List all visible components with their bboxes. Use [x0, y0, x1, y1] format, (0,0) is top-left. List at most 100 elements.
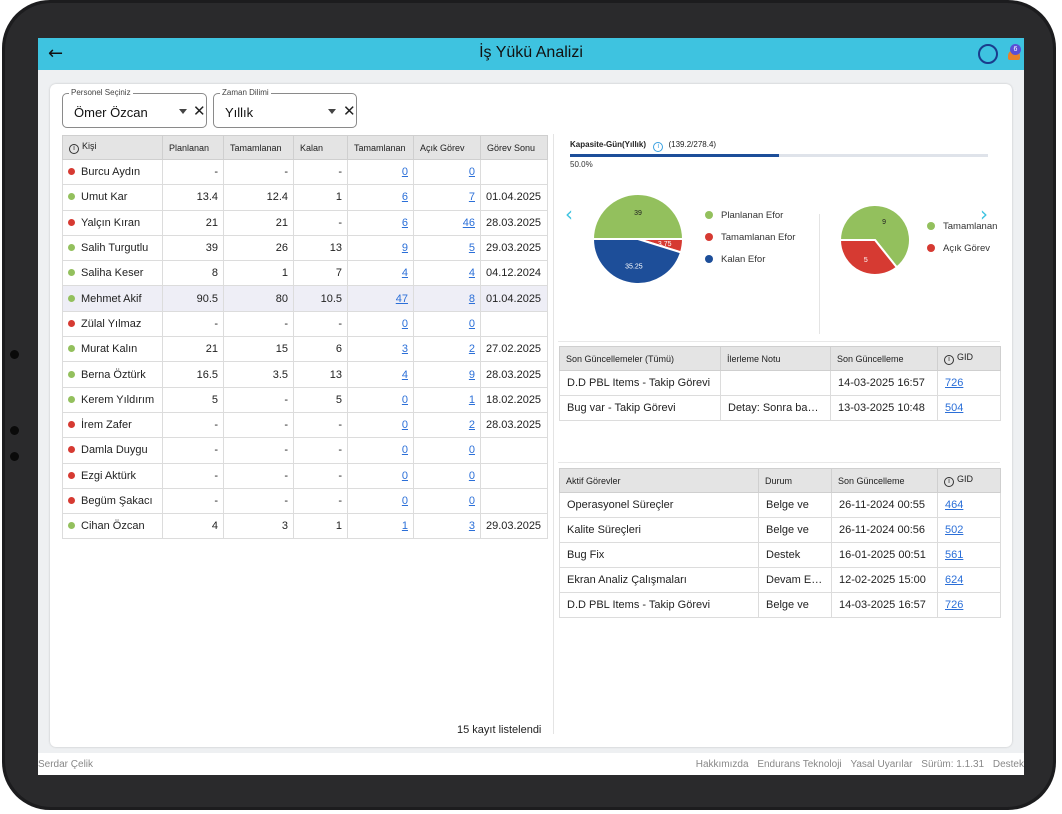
open-tasks-link[interactable]: 0 [413, 487, 481, 515]
open-tasks-link[interactable]: 46 [413, 209, 481, 236]
back-arrow-icon[interactable]: ← [48, 43, 64, 64]
table-row[interactable]: Zülal Yılmaz - - -0 0 [62, 310, 548, 338]
col-header-durum[interactable]: Durum [758, 468, 832, 493]
done-tasks-link[interactable]: 6 [347, 209, 414, 236]
info-icon[interactable]: i [653, 142, 664, 152]
table-row[interactable]: Murat Kalın 21 15 6 3 2 27.02.2025 [62, 336, 548, 363]
task-pie-slice[interactable] [838, 239, 899, 276]
table-row[interactable]: Bug var - Takip Görevi Detay: Sonra başla… [559, 395, 1001, 421]
left-cell: 6 [293, 336, 348, 363]
col-header-ilerleme-notu[interactable]: İlerleme Notu [720, 346, 831, 371]
table-row[interactable]: Mehmet Akif 90.5 80 10.5 47 8 01.04.2025 [62, 285, 548, 312]
open-tasks-link[interactable]: 1 [413, 386, 481, 413]
col-header-gid[interactable]: i GID [937, 346, 1001, 371]
table-row[interactable]: Yalçın Kıran 21 21-6 46 28.03.2025 [62, 209, 548, 236]
open-tasks-link[interactable]: 2 [413, 336, 481, 363]
gid-link[interactable]: 726 [937, 592, 1001, 618]
open-tasks-link[interactable]: 2 [413, 411, 481, 439]
col-header-son-guncelleme[interactable]: Son Güncelleme [830, 346, 938, 371]
chevron-down-icon[interactable] [179, 109, 187, 114]
clear-icon[interactable]: ✕ [343, 102, 356, 120]
table-row[interactable]: Damla Duygu - - -0 0 [62, 437, 548, 464]
open-tasks-link[interactable]: 8 [413, 285, 481, 312]
gid-link[interactable]: 561 [937, 542, 1001, 568]
open-tasks-link[interactable]: 9 [413, 361, 481, 388]
effort-pie-slice[interactable] [591, 238, 683, 285]
open-tasks-link[interactable]: 3 [413, 513, 481, 540]
table-row[interactable]: Operasyonel Süreçler Belge ve 26-11-2024 0… [559, 492, 1001, 518]
open-tasks-link[interactable]: 0 [413, 158, 481, 186]
open-tasks-link[interactable]: 7 [413, 184, 481, 211]
table-row[interactable]: Burcu Aydın - - -0 0 [62, 158, 548, 186]
end-date-cell: 01.04.2025 [480, 184, 548, 211]
gid-link[interactable]: 504 [937, 395, 1001, 421]
personel-select[interactable]: Personel Seçiniz Ömer Özcan ✕ [62, 88, 207, 128]
done-tasks-link[interactable]: 0 [347, 158, 414, 186]
done-tasks-link[interactable]: 4 [347, 361, 414, 388]
table-row[interactable]: Umut Kar 13.4 12.4 1 6 7 01.04.2025 [62, 184, 548, 211]
col-header-gid[interactable]: i GID [937, 468, 1001, 493]
open-tasks-link[interactable]: 0 [413, 462, 481, 489]
done-tasks-link[interactable]: 4 [347, 260, 414, 287]
gauge-icon[interactable] [978, 44, 998, 64]
table-row[interactable]: D.D PBL Items - Takip Görevi Belge ve 14-0… [559, 592, 1001, 618]
col-header-gorev-sonu[interactable]: Görev Sonu [480, 135, 548, 160]
gid-link[interactable]: 464 [937, 492, 1001, 518]
col-header-kalan[interactable]: Kalan [293, 135, 348, 160]
left-cell: - [293, 411, 348, 439]
table-row[interactable]: Ekran Analiz Çalışmaları Devam Ediyor 12-0… [559, 567, 1001, 593]
col-header-tamamlanan[interactable]: Tamamlanan [223, 135, 294, 160]
effort-pie-slice[interactable] [591, 193, 685, 240]
done-tasks-link[interactable]: 6 [347, 184, 414, 211]
chevron-left-icon[interactable]: ‹ [565, 202, 573, 226]
done-tasks-link[interactable]: 0 [347, 386, 414, 413]
table-row[interactable]: Saliha Keser 8 1 7 4 4 04.12.2024 [62, 260, 548, 287]
footer-link-endurans[interactable]: Endurans Teknoloji [757, 759, 842, 770]
status-dot-icon [68, 244, 75, 252]
table-row[interactable]: Bug Fix Destek 16-01-2025 00:51 561 [559, 542, 1001, 568]
done-tasks-link[interactable]: 9 [347, 234, 414, 262]
done-tasks-link[interactable]: 3 [347, 336, 414, 363]
clear-icon[interactable]: ✕ [193, 102, 206, 120]
col-header-aktif-gorevler[interactable]: Aktif Görevler [559, 468, 759, 493]
task-pie-slice[interactable] [838, 204, 911, 269]
open-tasks-link[interactable]: 5 [413, 234, 481, 262]
col-header-planlanan[interactable]: Planlanan [162, 135, 224, 160]
chevron-right-icon[interactable]: › [980, 202, 988, 226]
done-tasks-link[interactable]: 0 [347, 487, 414, 515]
footer-link-hakkimizda[interactable]: Hakkımızda [695, 759, 749, 770]
effort-pie-legend: Planlanan Efor Tamamlanan Efor Kalan Efo… [705, 209, 795, 275]
open-tasks-link[interactable]: 0 [413, 437, 481, 464]
bell-body [1008, 50, 1020, 60]
col-header-kisi[interactable]: i Kişi [62, 135, 163, 160]
gid-link[interactable]: 726 [937, 370, 1001, 396]
table-row[interactable]: Begüm Şakacı - - -0 0 [62, 487, 548, 515]
table-row[interactable]: İrem Zafer - - -0 2 28.03.2025 [62, 411, 548, 439]
footer-link-destek[interactable]: Destek [992, 759, 1024, 770]
open-tasks-link[interactable]: 0 [413, 310, 481, 338]
done-tasks-link[interactable]: 0 [347, 310, 414, 338]
col-header-son-guncelleme[interactable]: Son Güncelleme [831, 468, 938, 493]
gid-link[interactable]: 624 [937, 567, 1001, 593]
table-row[interactable]: Ezgi Aktürk - - -0 0 [62, 462, 548, 489]
table-row[interactable]: Cihan Özcan 4 3 1 1 3 29.03.2025 [62, 513, 548, 540]
col-header-son-guncellemeler[interactable]: Son Güncellemeler (Tümü) [559, 346, 721, 371]
notification-bell-icon[interactable]: 6 [1006, 44, 1022, 62]
table-row[interactable]: Berna Öztürk 16.5 3.5 13 4 9 28.03.2025 [62, 361, 548, 388]
done-tasks-link[interactable]: 0 [347, 437, 414, 464]
col-header-acik-gorev[interactable]: Açık Görev [413, 135, 481, 160]
table-row[interactable]: D.D PBL Items - Takip Görevi 14-03-2025 1… [559, 370, 1001, 396]
chevron-down-icon[interactable] [328, 109, 336, 114]
done-tasks-link[interactable]: 0 [347, 411, 414, 439]
gid-link[interactable]: 502 [937, 517, 1001, 543]
done-tasks-link[interactable]: 0 [347, 462, 414, 489]
table-row[interactable]: Kerem Yıldırım 5-5 0 1 18.02.2025 [62, 386, 548, 413]
done-tasks-link[interactable]: 47 [347, 285, 414, 312]
table-row[interactable]: Kalite Süreçleri Belge ve 26-11-2024 00:56… [559, 517, 1001, 543]
table-row[interactable]: Salih Turgutlu 39 26 13 9 5 29.03.2025 [62, 234, 548, 262]
done-tasks-link[interactable]: 1 [347, 513, 414, 540]
col-header-tamamlanan-gorev[interactable]: Tamamlanan [347, 135, 414, 160]
zaman-select[interactable]: Zaman Dilimi Yıllık ✕ [213, 88, 357, 128]
footer-link-yasal[interactable]: Yasal Uyarılar [850, 759, 913, 770]
open-tasks-link[interactable]: 4 [413, 260, 481, 287]
